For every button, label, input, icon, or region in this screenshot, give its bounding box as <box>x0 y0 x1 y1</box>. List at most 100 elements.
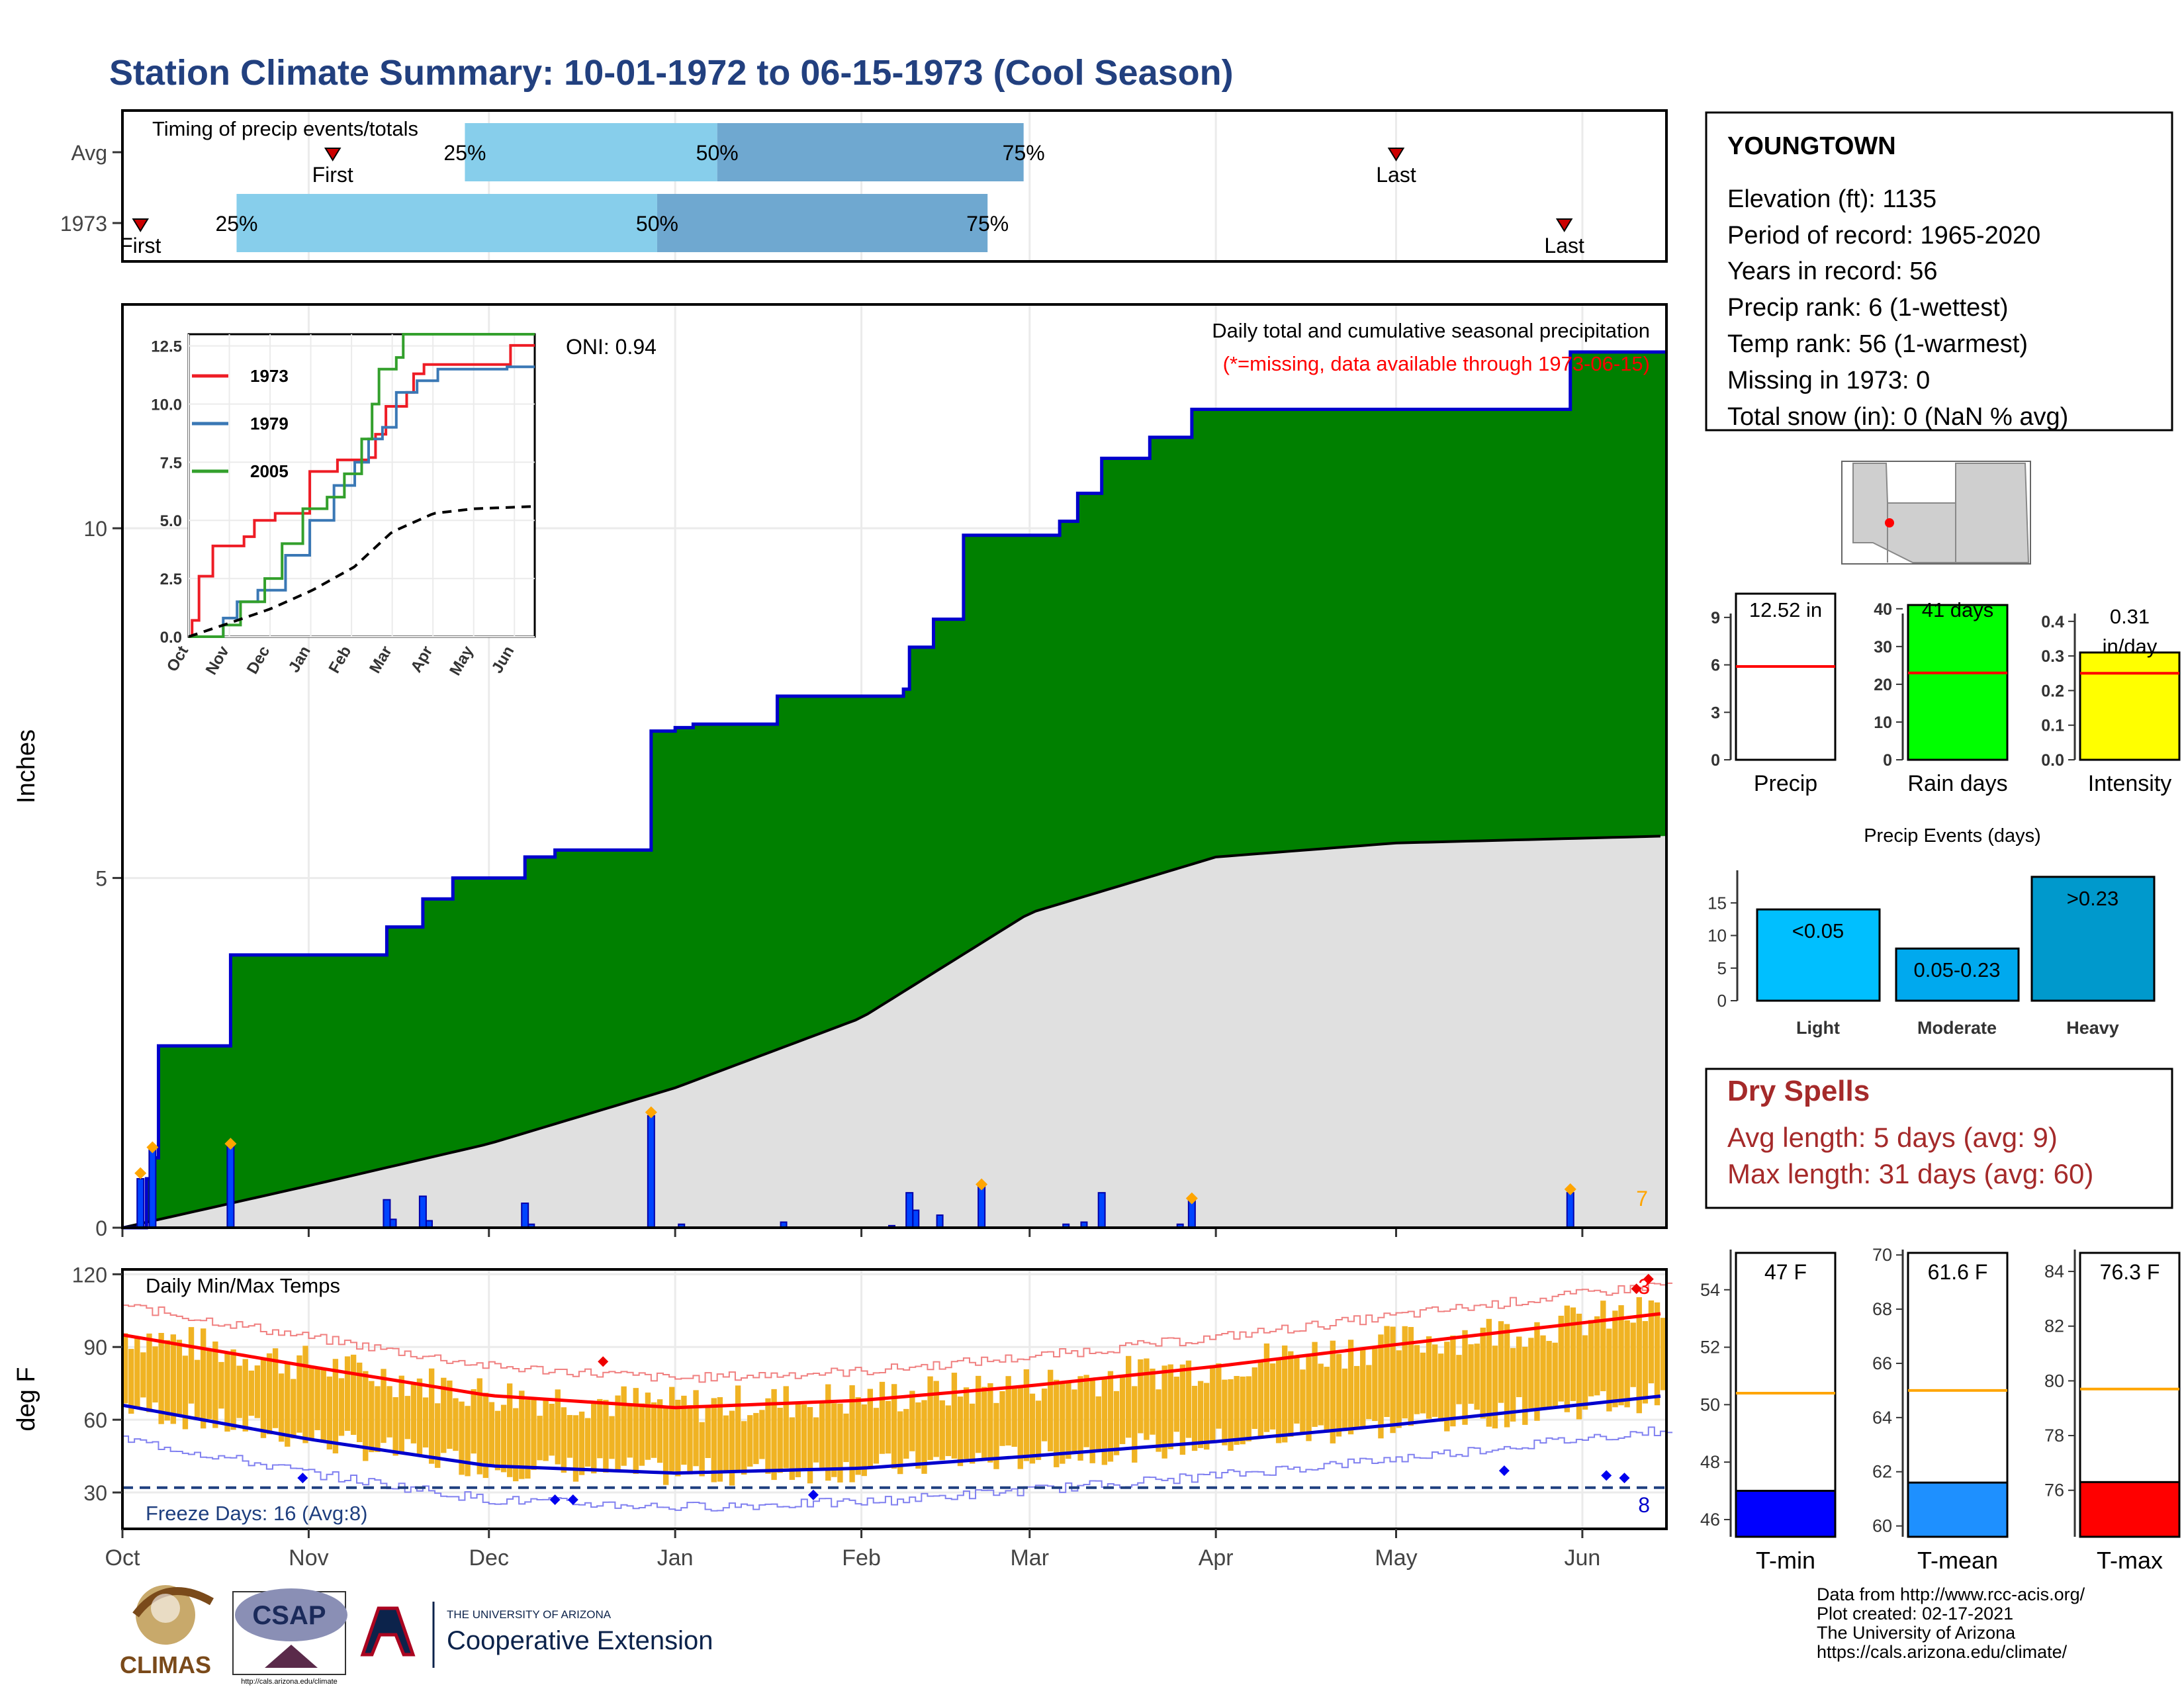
daily-temp-bar <box>687 1405 693 1475</box>
daily-temp-bar <box>1282 1346 1288 1443</box>
daily-temp-bar <box>699 1422 705 1477</box>
daily-temp-bar <box>837 1403 843 1483</box>
record-low-marker <box>1601 1470 1612 1481</box>
daily-temp-bar <box>1185 1360 1192 1438</box>
daily-temp-bar <box>122 1333 128 1404</box>
daily-temp-bar <box>1023 1369 1030 1461</box>
daily-temp-bar <box>759 1410 765 1459</box>
mini-bar-tick-label: 30 <box>1874 638 1892 657</box>
daily-precip-bar <box>647 1115 655 1228</box>
daily-temp-bar <box>1216 1363 1222 1429</box>
daily-temp-bar <box>1263 1343 1270 1432</box>
daily-temp-bar <box>459 1401 465 1475</box>
station-line-elevation: Elevation (ft): 1135 <box>1727 185 1936 213</box>
events-tick-label: 5 <box>1717 958 1727 978</box>
daily-temp-bar <box>531 1396 537 1470</box>
daily-temp-bar <box>999 1391 1005 1446</box>
dry-spells-box: Dry Spells Avg length: 5 days (avg: 9) M… <box>1705 1068 2173 1209</box>
daily-temp-bar <box>1300 1369 1306 1434</box>
daily-temp-bar <box>537 1416 543 1461</box>
daily-temp-bar <box>1462 1330 1468 1425</box>
daily-precip-bar <box>226 1143 235 1228</box>
temp-bar-tick-label: 66 <box>1872 1353 1892 1373</box>
daily-temp-bar <box>747 1415 753 1467</box>
daily-temp-bar <box>903 1408 909 1459</box>
daily-temp-bar <box>1210 1365 1216 1441</box>
daily-temp-bar <box>987 1383 993 1463</box>
daily-temp-bar <box>765 1398 771 1474</box>
temp-bar-tick-label: 76 <box>2044 1481 2064 1500</box>
daily-temp-bar <box>1642 1321 1649 1404</box>
daily-temp-bar <box>314 1367 320 1430</box>
mini-bar-value-unit: in/day <box>2103 635 2158 658</box>
daily-temp-bar <box>1576 1313 1582 1420</box>
daily-temp-bar <box>1257 1361 1264 1438</box>
record-high-marker <box>1643 1273 1654 1285</box>
daily-temp-bar <box>308 1367 314 1440</box>
mini-bar-caption: Precip <box>1754 771 1817 796</box>
daily-temp-bar <box>1468 1344 1474 1404</box>
daily-temp-bar <box>1330 1340 1336 1443</box>
daily-temp-bar <box>272 1348 279 1428</box>
daily-temp-bar <box>1408 1326 1414 1426</box>
temperature-summary-bars: 46 48 50 52 54 47 F T-min 60 62 64 66 68 70 61.6 F T-m… <box>1700 1245 2181 1574</box>
daily-temp-bar <box>831 1403 837 1477</box>
daily-temp-bar <box>645 1393 651 1460</box>
daily-temp-bar <box>879 1381 886 1454</box>
daily-temp-bar <box>1372 1348 1378 1422</box>
daily-precip-bar <box>136 1178 145 1228</box>
daily-temp-bar <box>1558 1315 1564 1402</box>
month-label: Dec <box>469 1545 509 1571</box>
daily-temp-bar <box>873 1408 880 1464</box>
timing-bar-q1 <box>236 194 657 252</box>
average-precip-area <box>122 836 1666 1228</box>
daily-temp-bar <box>963 1387 970 1459</box>
daily-temp-bar <box>279 1373 285 1442</box>
first-event-label: First <box>312 163 353 187</box>
daily-temp-bar <box>957 1396 964 1467</box>
record-low-marker <box>567 1494 578 1506</box>
first-event-marker <box>132 218 150 232</box>
daily-temp-bar <box>375 1386 381 1452</box>
daily-temp-bar <box>681 1395 687 1465</box>
temp-y-tick-label: 30 <box>83 1481 107 1505</box>
daily-temp-bar <box>1324 1367 1330 1433</box>
record-high-marker <box>598 1356 609 1367</box>
timing-label-p75: 75% <box>1003 141 1045 165</box>
daily-temp-bar <box>723 1415 729 1471</box>
daily-temp-bar <box>663 1407 669 1485</box>
temp-bar-value-label: 76.3 F <box>2100 1260 2160 1284</box>
station-line-missing: Missing in 1973: 0 <box>1727 367 1930 394</box>
temp-bar-caption: T-min <box>1756 1547 1815 1574</box>
daily-temp-bar <box>993 1402 999 1469</box>
precip-y-tick-label: 10 <box>83 517 107 541</box>
daily-temp-bar <box>807 1407 813 1484</box>
station-line-years: Years in record: 56 <box>1727 257 1938 285</box>
daily-temp-bar <box>825 1384 831 1481</box>
timing-frame <box>121 109 1668 263</box>
events-bar-light <box>1756 908 1881 1002</box>
record-low-marker <box>1619 1473 1630 1484</box>
daily-temp-bar <box>1089 1377 1095 1463</box>
daily-temp-bar <box>1138 1359 1144 1434</box>
avg-tmax-line <box>122 1312 1661 1410</box>
daily-temp-bar <box>675 1399 681 1477</box>
daily-temp-bar <box>572 1415 579 1482</box>
precip-y-tick-label: 5 <box>95 867 107 891</box>
timing-label-p50: 50% <box>636 212 678 236</box>
daily-temp-bar <box>387 1386 392 1438</box>
daily-temp-bar <box>188 1327 195 1404</box>
footer-line-created: Plot created: 02-17-2021 <box>1817 1604 2013 1623</box>
daily-temp-bar <box>1047 1369 1054 1451</box>
daily-temp-bar <box>1342 1368 1348 1432</box>
daily-temp-bar <box>1534 1322 1540 1421</box>
timing-bar-q2 <box>657 194 988 252</box>
inset-y-tick-label: 0.0 <box>160 629 182 647</box>
daily-temp-bar <box>128 1349 134 1414</box>
temp-bar-tick-label: 64 <box>1872 1408 1892 1428</box>
temp-bar-tick-label: 54 <box>1700 1280 1720 1300</box>
daily-temp-bar <box>1384 1326 1390 1418</box>
daily-temp-bar <box>500 1404 507 1473</box>
daily-temp-bar <box>482 1393 489 1479</box>
month-label: Apr <box>1199 1545 1234 1571</box>
